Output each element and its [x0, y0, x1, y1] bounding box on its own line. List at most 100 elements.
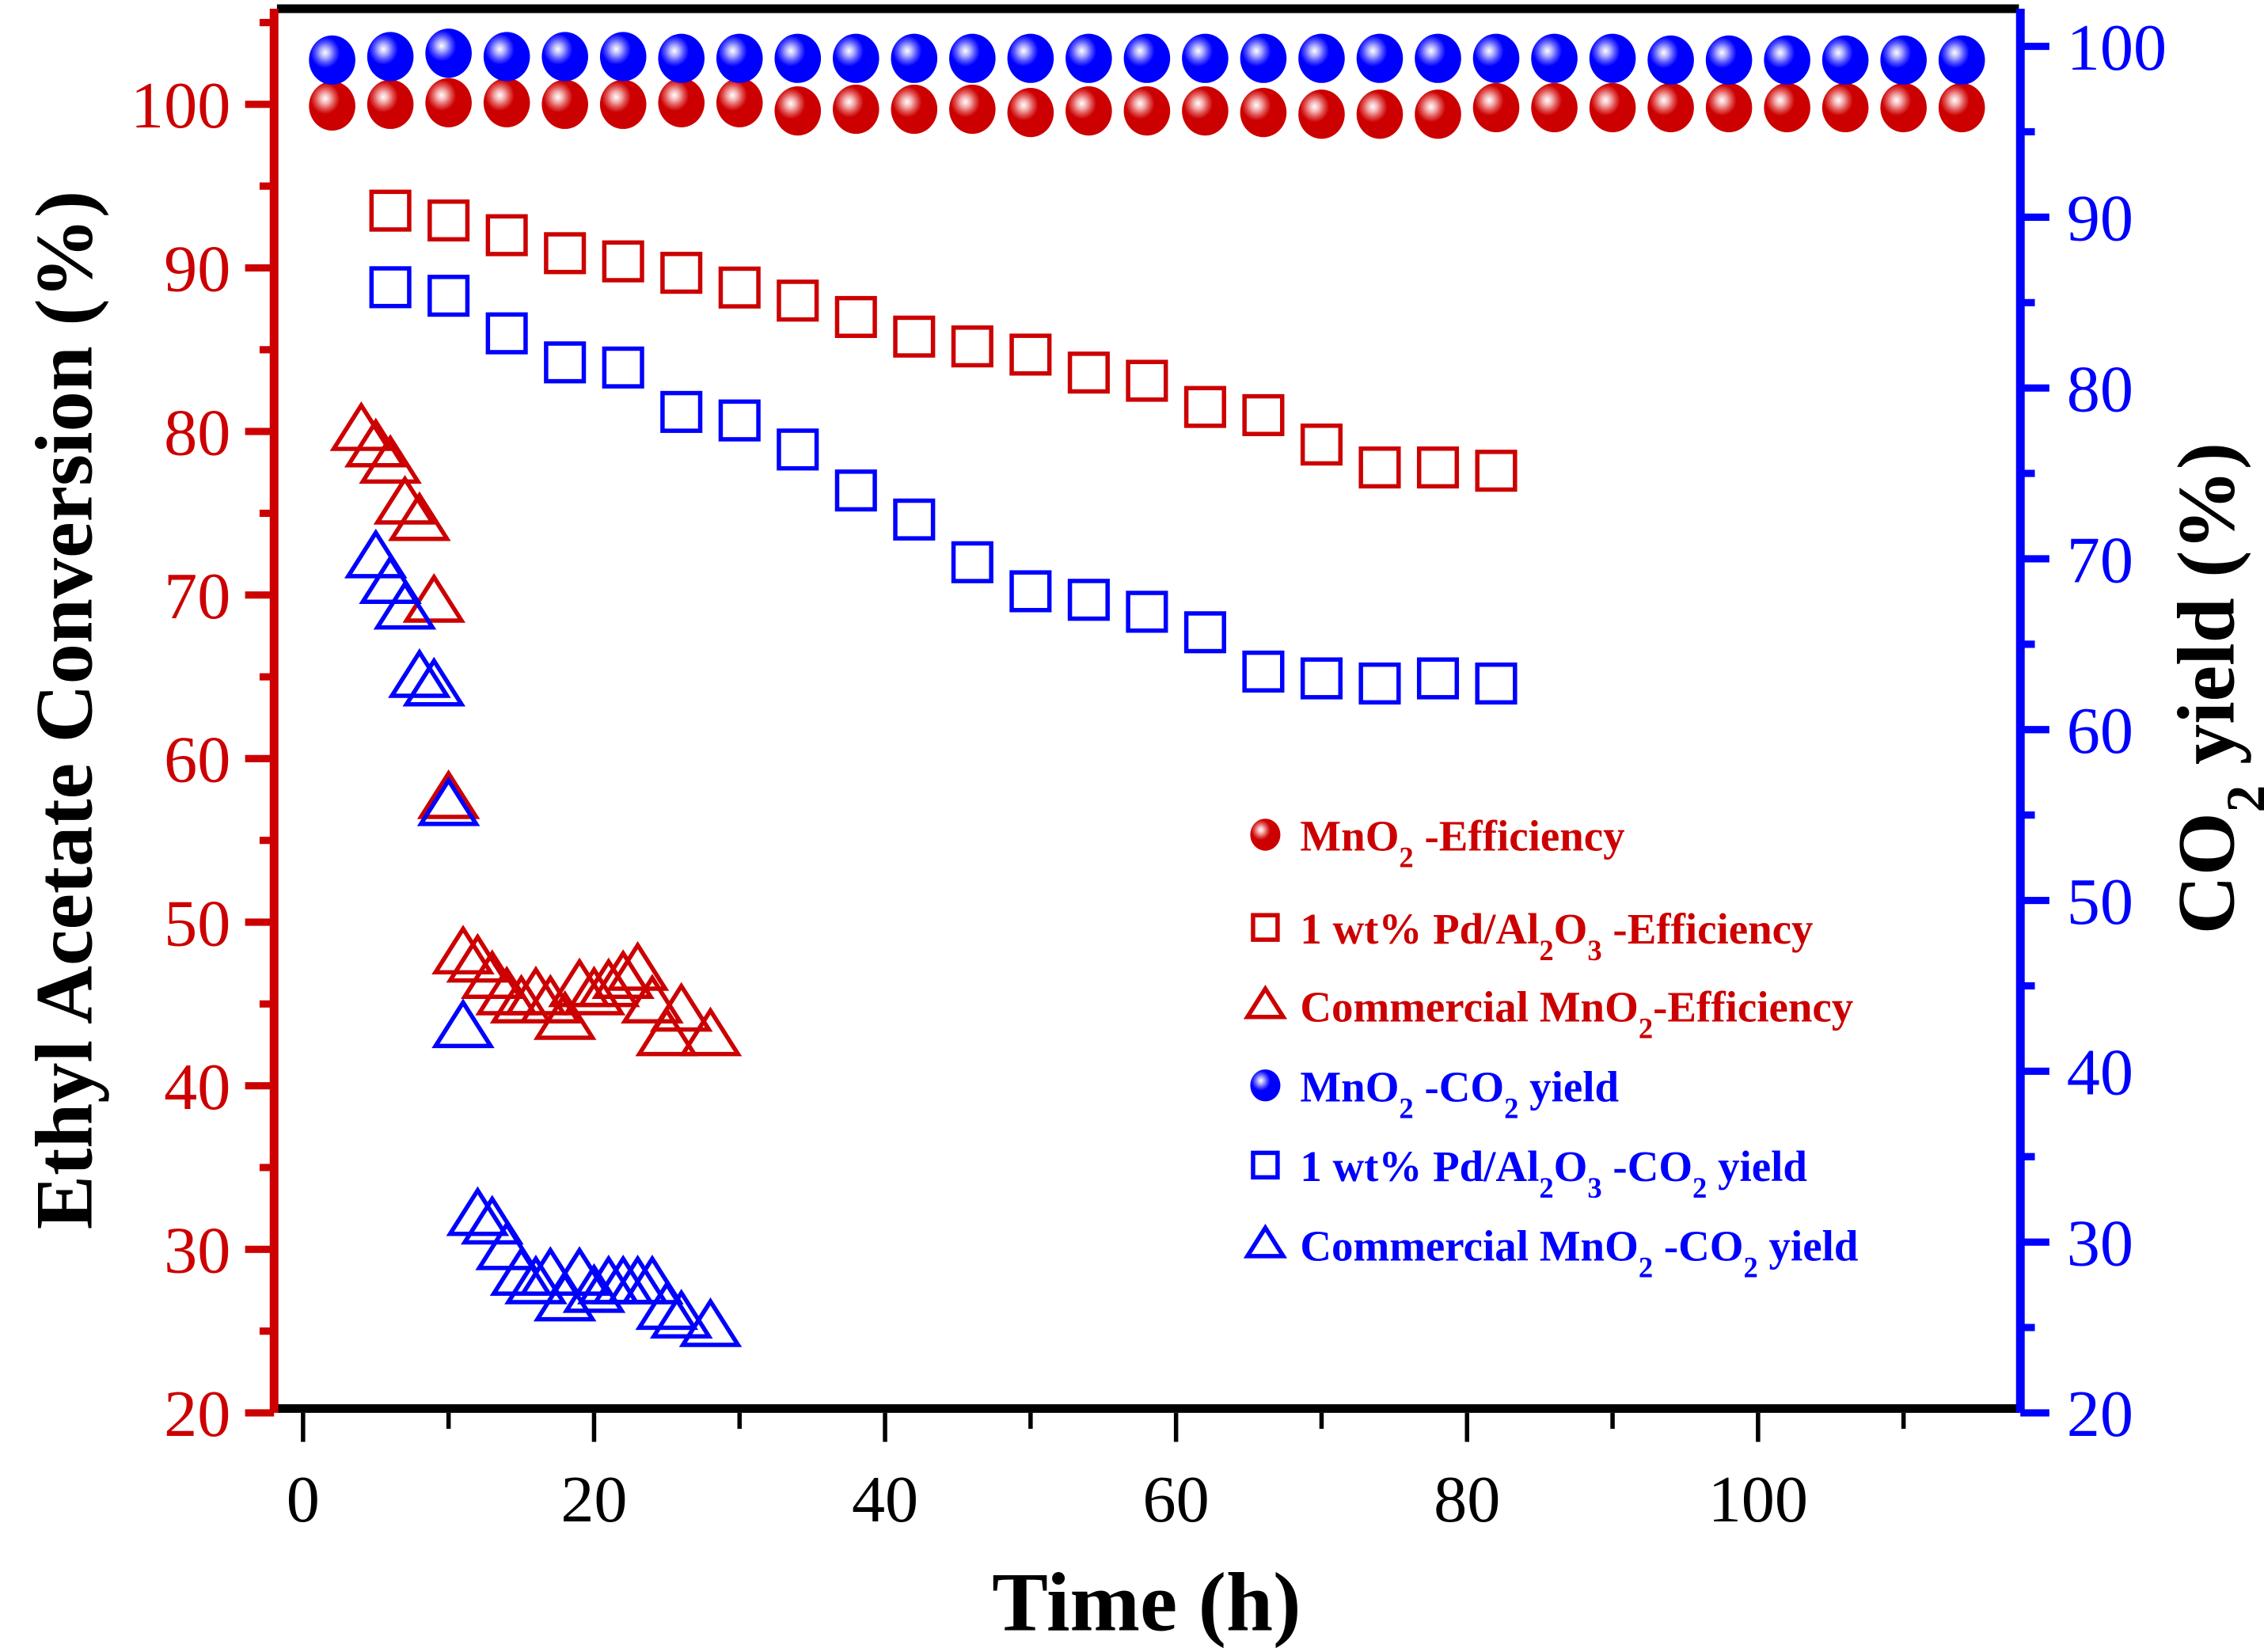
data-point-triangle: [431, 925, 495, 975]
y-right-title-sub: 2: [2216, 785, 2264, 813]
y-right-tick-label: 30: [2067, 1206, 2133, 1280]
legend-text-part: MnO: [1300, 1062, 1399, 1111]
legend-text-part: -Efficiency: [1602, 905, 1814, 953]
y-right-tick-label: 100: [2067, 11, 2167, 85]
legend-subscript: 2: [1639, 1012, 1653, 1044]
legend-label: Commercial MnO2 -CO2 yield: [1300, 1222, 1858, 1284]
data-point-sphere: [1647, 35, 1694, 85]
data-point-triangle: [533, 1271, 597, 1322]
data-point-triangle: [533, 989, 597, 1040]
data-point-triangle: [475, 1220, 538, 1270]
series-3: [309, 28, 1985, 85]
legend-text-part: O: [1554, 905, 1588, 953]
data-point-square: [1067, 579, 1110, 621]
data-point-triangle: [649, 982, 713, 1032]
data-point-triangle: [344, 528, 408, 579]
data-point-triangle: [591, 949, 655, 1000]
data-point-triangle: [359, 554, 422, 605]
legend-item: Commercial MnO2 -CO2 yield: [1243, 1222, 1858, 1284]
legend-item: Commercial MnO2-Efficiency: [1243, 983, 1853, 1044]
legend-subscript: 3: [1587, 1172, 1601, 1204]
y-left-tick-label: 90: [164, 233, 230, 306]
data-point-sphere: [425, 28, 472, 78]
data-point-sphere: [1298, 89, 1345, 139]
x-tick-label: 40: [852, 1463, 918, 1536]
legend-subscript: 2: [1692, 1172, 1707, 1204]
data-point-sphere: [425, 78, 472, 127]
data-point-square: [369, 189, 412, 232]
data-point-square: [369, 266, 412, 309]
data-point-square: [1126, 591, 1168, 633]
data-point-triangle: [402, 572, 466, 623]
data-point-sphere: [1472, 82, 1520, 133]
legend-text-part: 1 wt% Pd/Al: [1300, 1142, 1539, 1191]
y-left-tick-label: 50: [164, 887, 230, 960]
legend-marker-sphere: [1250, 1069, 1281, 1102]
data-point-sphere: [1764, 82, 1810, 133]
data-point-sphere: [1123, 85, 1171, 136]
data-point-square: [951, 541, 993, 583]
data-point-square: [893, 498, 936, 541]
data-point-triangle: [416, 776, 481, 826]
y-right-title-main: CO: [2162, 812, 2251, 934]
data-point-sphere: [891, 84, 938, 135]
data-point-sphere: [1415, 89, 1461, 139]
legend-text-part: -Efficiency: [1653, 983, 1853, 1031]
data-point-sphere: [1356, 33, 1404, 83]
data-point-sphere: [949, 33, 996, 83]
data-point-square: [893, 315, 936, 358]
legend-text-part: -CO: [1414, 1062, 1504, 1111]
data-point-square: [1358, 446, 1401, 489]
x-tick-label: 100: [1708, 1463, 1808, 1536]
data-point-sphere: [891, 33, 938, 83]
data-point-triangle: [678, 1297, 743, 1347]
legend-text-part: Commercial MnO: [1300, 1222, 1638, 1270]
y-right-axis-ticks: 20 30 40 50 60 70 80 90 100: [2020, 11, 2167, 1451]
x-axis-ticks: 0 20 40 60 80 100: [287, 1412, 1906, 1536]
legend-label: MnO2 -CO2 yield: [1300, 1062, 1619, 1124]
legend-subscript: 2: [1539, 1172, 1553, 1204]
data-point-sphere: [1472, 33, 1520, 83]
series-1: [369, 189, 1518, 492]
legend-item: MnO2 -Efficiency: [1250, 812, 1625, 873]
y-right-tick-label: 20: [2067, 1377, 2133, 1451]
data-point-square: [427, 275, 470, 317]
data-point-triangle: [329, 401, 393, 451]
data-point-sphere: [1821, 82, 1869, 133]
data-point-triangle: [489, 1246, 553, 1297]
legend-text-part: -CO: [1653, 1222, 1743, 1270]
data-point-sphere: [1066, 33, 1112, 83]
data-point-sphere: [1880, 35, 1927, 85]
data-point-sphere: [1415, 33, 1461, 83]
data-point-triangle: [621, 974, 684, 1024]
data-point-sphere: [1182, 33, 1229, 83]
data-point-square: [660, 252, 703, 294]
data-point-square: [602, 240, 644, 283]
series-layer: [309, 28, 1985, 1347]
data-point-square: [834, 295, 877, 338]
y-left-tick-label: 30: [164, 1214, 230, 1288]
data-point-sphere: [1938, 82, 1985, 133]
legend-text-part: O: [1554, 1142, 1588, 1191]
data-point-triangle: [635, 1006, 699, 1057]
y-right-tick-label: 70: [2067, 523, 2133, 597]
data-point-square: [1416, 446, 1460, 489]
data-point-triangle: [649, 1289, 713, 1339]
data-point-triangle: [504, 965, 568, 1016]
data-point-sphere: [483, 32, 530, 82]
data-point-sphere: [774, 33, 822, 83]
legend-item: MnO2 -CO2 yield: [1250, 1062, 1619, 1124]
legend-text-part: MnO: [1300, 812, 1399, 860]
data-point-sphere: [716, 78, 763, 127]
legend-label: 1 wt% Pd/Al2O3 -CO2 yield: [1300, 1142, 1807, 1204]
data-point-sphere: [1589, 33, 1636, 83]
data-point-square: [718, 399, 761, 442]
y-left-tick-label: 20: [164, 1377, 230, 1451]
data-point-triangle: [678, 1006, 743, 1057]
data-point-square: [485, 312, 528, 355]
y-left-axis-ticks: 20 30 40 50 60 70 80 90 100: [131, 18, 275, 1451]
data-point-sphere: [1647, 82, 1694, 133]
data-point-sphere: [1298, 33, 1345, 83]
data-point-sphere: [309, 81, 355, 131]
legend-subscript: 2: [1539, 933, 1553, 966]
